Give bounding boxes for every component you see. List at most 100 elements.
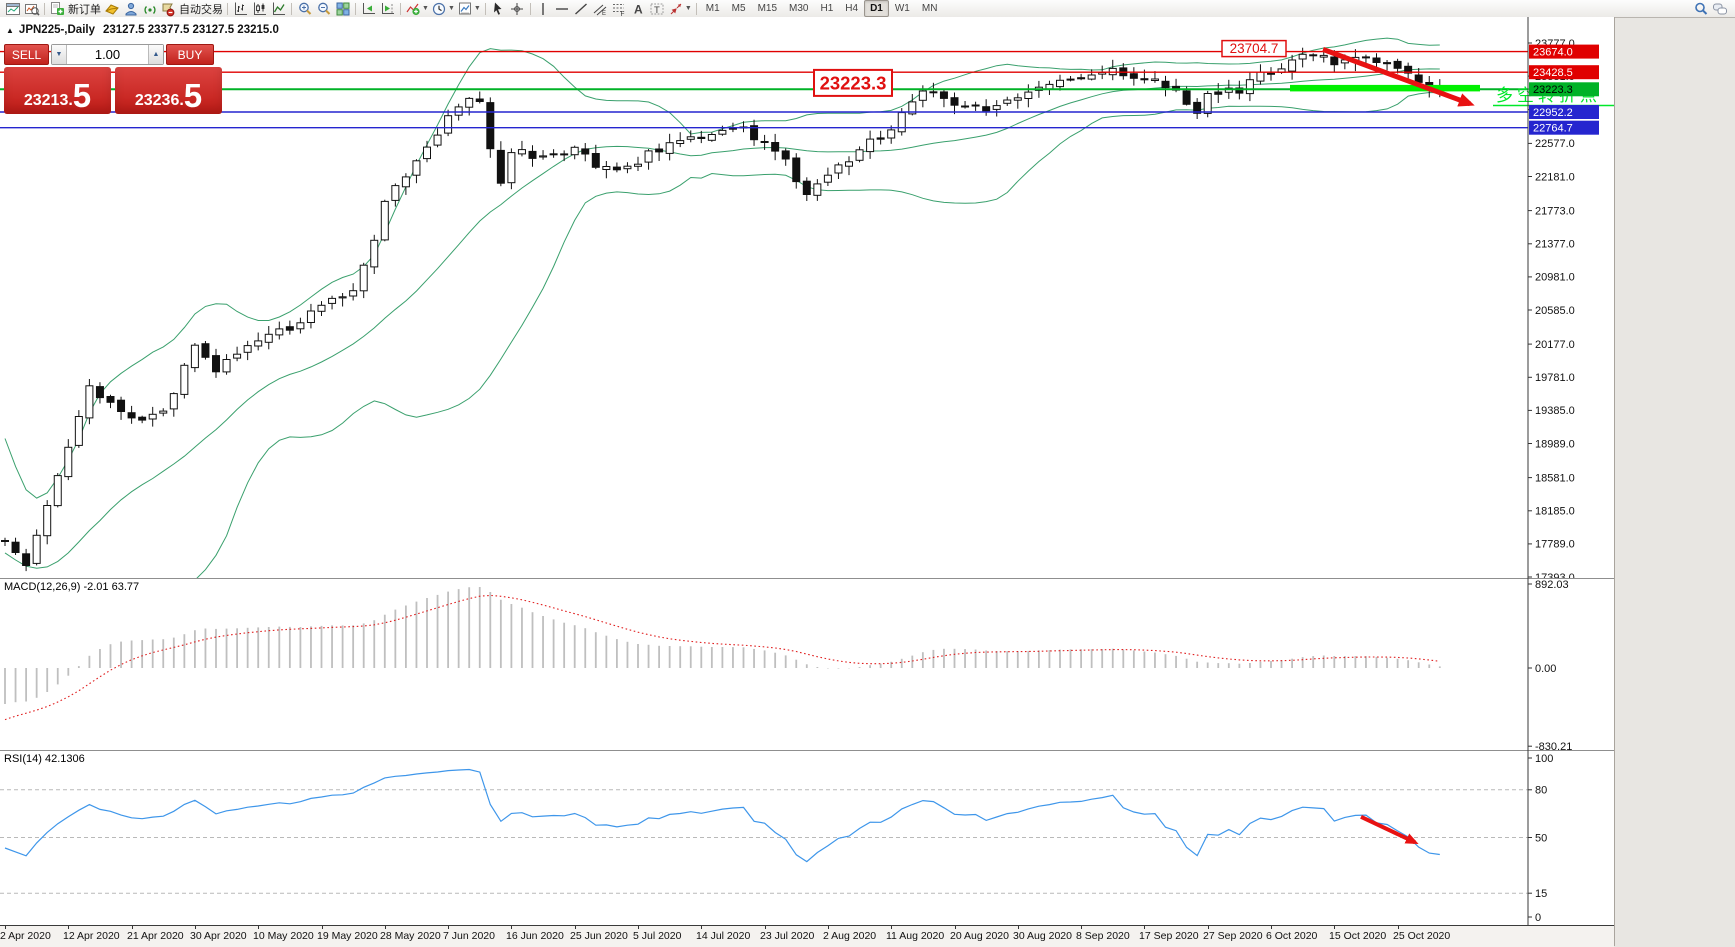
volume-stepper[interactable]: ▼ 1.00 ▲	[51, 44, 164, 65]
panel-collapse-icon[interactable]: ▲	[6, 26, 14, 35]
template-button[interactable]: ▼	[456, 1, 482, 16]
fibonacci-tool-button[interactable]: F	[610, 1, 629, 17]
line-chart-button[interactable]	[269, 1, 288, 16]
indicators-icon	[406, 3, 420, 15]
timeframe-M1-button[interactable]: M1	[705, 3, 720, 14]
chart-symbol-period: JPN225-,Daily	[18, 24, 95, 36]
zoom-in-button[interactable]	[295, 1, 314, 16]
candle-chart-icon	[253, 2, 266, 15]
bar-chart-button[interactable]	[231, 1, 250, 16]
auto-scroll-icon	[362, 2, 375, 14]
rsi-bearish-arrow	[1360, 814, 1419, 845]
price-axis-tick: 18989.0	[1535, 438, 1575, 450]
depot-button[interactable]	[102, 1, 121, 16]
periods-button[interactable]: ▼	[430, 1, 456, 16]
time-axis-label: 20 Aug 2020	[950, 930, 1009, 942]
buy-price-main: 23236	[134, 92, 180, 109]
price-axis-tick: 19385.0	[1535, 405, 1575, 417]
new-order-label: 新订单	[68, 3, 101, 16]
hline-axis-label	[1529, 120, 1599, 135]
rsi-axis-tick: 0	[1535, 912, 1541, 924]
time-axis-label: 2 Aug 2020	[823, 930, 877, 942]
time-axis-label: 14 Jul 2020	[696, 930, 751, 942]
price-annotation-text: 23704.7	[1230, 41, 1279, 56]
accounts-button[interactable]	[121, 1, 140, 16]
zoom-out-button[interactable]	[314, 1, 333, 16]
trendline-tool-button[interactable]	[572, 1, 591, 16]
svg-text:22764.7: 22764.7	[1533, 123, 1573, 135]
auto-scroll-button[interactable]	[359, 1, 378, 16]
sell-button[interactable]: SELL	[4, 44, 49, 65]
timeframe-M5-button[interactable]: M5	[731, 3, 746, 14]
indicators-button[interactable]: ▼	[404, 1, 430, 16]
chart-shift-icon	[381, 2, 394, 14]
vertical-line-tool-button[interactable]	[534, 1, 553, 16]
main-price-pane[interactable]: 23704.723223.3多空转折点23777.023381.022981.0…	[0, 17, 1614, 578]
volume-decrease-icon[interactable]: ▼	[52, 45, 67, 64]
time-axis-label: 30 Aug 2020	[1013, 930, 1072, 942]
timeframe-W1-button[interactable]: W1	[894, 3, 910, 14]
svg-text:T: T	[654, 4, 660, 15]
zoom-out-icon	[317, 2, 330, 15]
time-axis-label: 23 Jul 2020	[760, 930, 815, 942]
time-axis-label: 12 Apr 2020	[63, 930, 120, 942]
profile-chart-button[interactable]	[22, 1, 41, 16]
chart-window[interactable]: ▲ JPN225-,Daily 23127.5 23377.5 23127.5 23…	[0, 17, 1615, 947]
sell-price-button[interactable]: 23213. 5	[4, 67, 111, 114]
timeframe-M15-button[interactable]: M15	[757, 3, 778, 14]
cursor-tool-button[interactable]	[489, 1, 508, 16]
price-axis-tick: 17789.0	[1535, 539, 1575, 551]
fibonacci-icon: F	[613, 3, 625, 17]
buy-price-button[interactable]: 23236. 5	[115, 67, 222, 114]
timeframe-H4-button[interactable]: H4	[845, 3, 859, 14]
chat-icon	[1712, 3, 1727, 14]
rsi-pane[interactable]: 100 80 50 15 0	[0, 750, 1614, 925]
macd-pane[interactable]: 892.03 0.00 -830.21	[0, 578, 1614, 750]
crosshair-tool-button[interactable]	[508, 1, 527, 16]
main-toolbar: 新订单 自动交易 ▼ ▼ ▼ E F A T ▼ M1 M5 M15 M30 H1 H4 D1 W1 MN	[0, 0, 1735, 18]
price-annotation-text: 23223.3	[820, 72, 887, 93]
label-tool-button[interactable]: T	[648, 1, 667, 16]
timeframe-MN-button[interactable]: MN	[921, 3, 938, 14]
horizontal-line-icon	[556, 7, 569, 10]
hline-axis-label	[1529, 82, 1599, 97]
timeframe-D1-button[interactable]: D1	[864, 0, 889, 17]
volume-increase-icon[interactable]: ▲	[148, 45, 163, 64]
timeframe-M30-button[interactable]: M30	[789, 3, 809, 14]
auto-trading-button[interactable]: 自动交易	[159, 1, 224, 16]
volume-value[interactable]: 1.00	[94, 47, 121, 62]
new-order-button[interactable]: 新订单	[48, 1, 102, 16]
chart-shift-button[interactable]	[378, 1, 397, 16]
search-icon	[1694, 2, 1707, 15]
price-axis-tick: 22181.0	[1535, 171, 1575, 183]
svg-text:23674.0: 23674.0	[1533, 46, 1573, 58]
candle-chart-button[interactable]	[250, 1, 269, 16]
price-annotation-box	[1221, 39, 1287, 58]
rsi-line	[4, 768, 1440, 863]
label-icon: T	[650, 3, 664, 15]
search-button[interactable]	[1691, 1, 1710, 16]
depot-icon	[104, 3, 119, 15]
horizontal-line-tool-button[interactable]	[553, 1, 572, 16]
arrows-tool-button[interactable]: ▼	[667, 1, 693, 16]
timeframe-H1-button[interactable]: H1	[820, 3, 834, 14]
text-tool-button[interactable]: A	[629, 1, 648, 16]
buy-button[interactable]: BUY	[166, 44, 214, 65]
signals-button[interactable]	[140, 1, 159, 16]
chat-button[interactable]	[1710, 1, 1729, 16]
hline-axis-label	[1529, 44, 1599, 59]
chart-ohlc-header: ▲ JPN225-,Daily 23127.5 23377.5 23127.5 23…	[6, 24, 279, 36]
new-chart-button[interactable]	[3, 1, 22, 16]
tile-windows-button[interactable]	[333, 1, 352, 16]
time-axis-label: 25 Oct 2020	[1393, 930, 1451, 942]
svg-text:F: F	[621, 11, 625, 17]
price-axis-tick: 19781.0	[1535, 372, 1575, 384]
time-axis[interactable]: 2 Apr 2020 12 Apr 2020 21 Apr 2020 30 Apr 2…	[0, 925, 1614, 947]
vertical-line-icon	[542, 2, 545, 15]
line-chart-icon	[272, 2, 285, 15]
time-axis-label: 19 May 2020	[317, 930, 378, 942]
auto-trading-icon	[162, 3, 175, 16]
accounts-icon	[125, 2, 136, 15]
channel-tool-button[interactable]: E	[591, 1, 610, 17]
chart-ohlc-values: 23127.5 23377.5 23127.5 23215.0	[103, 24, 279, 36]
